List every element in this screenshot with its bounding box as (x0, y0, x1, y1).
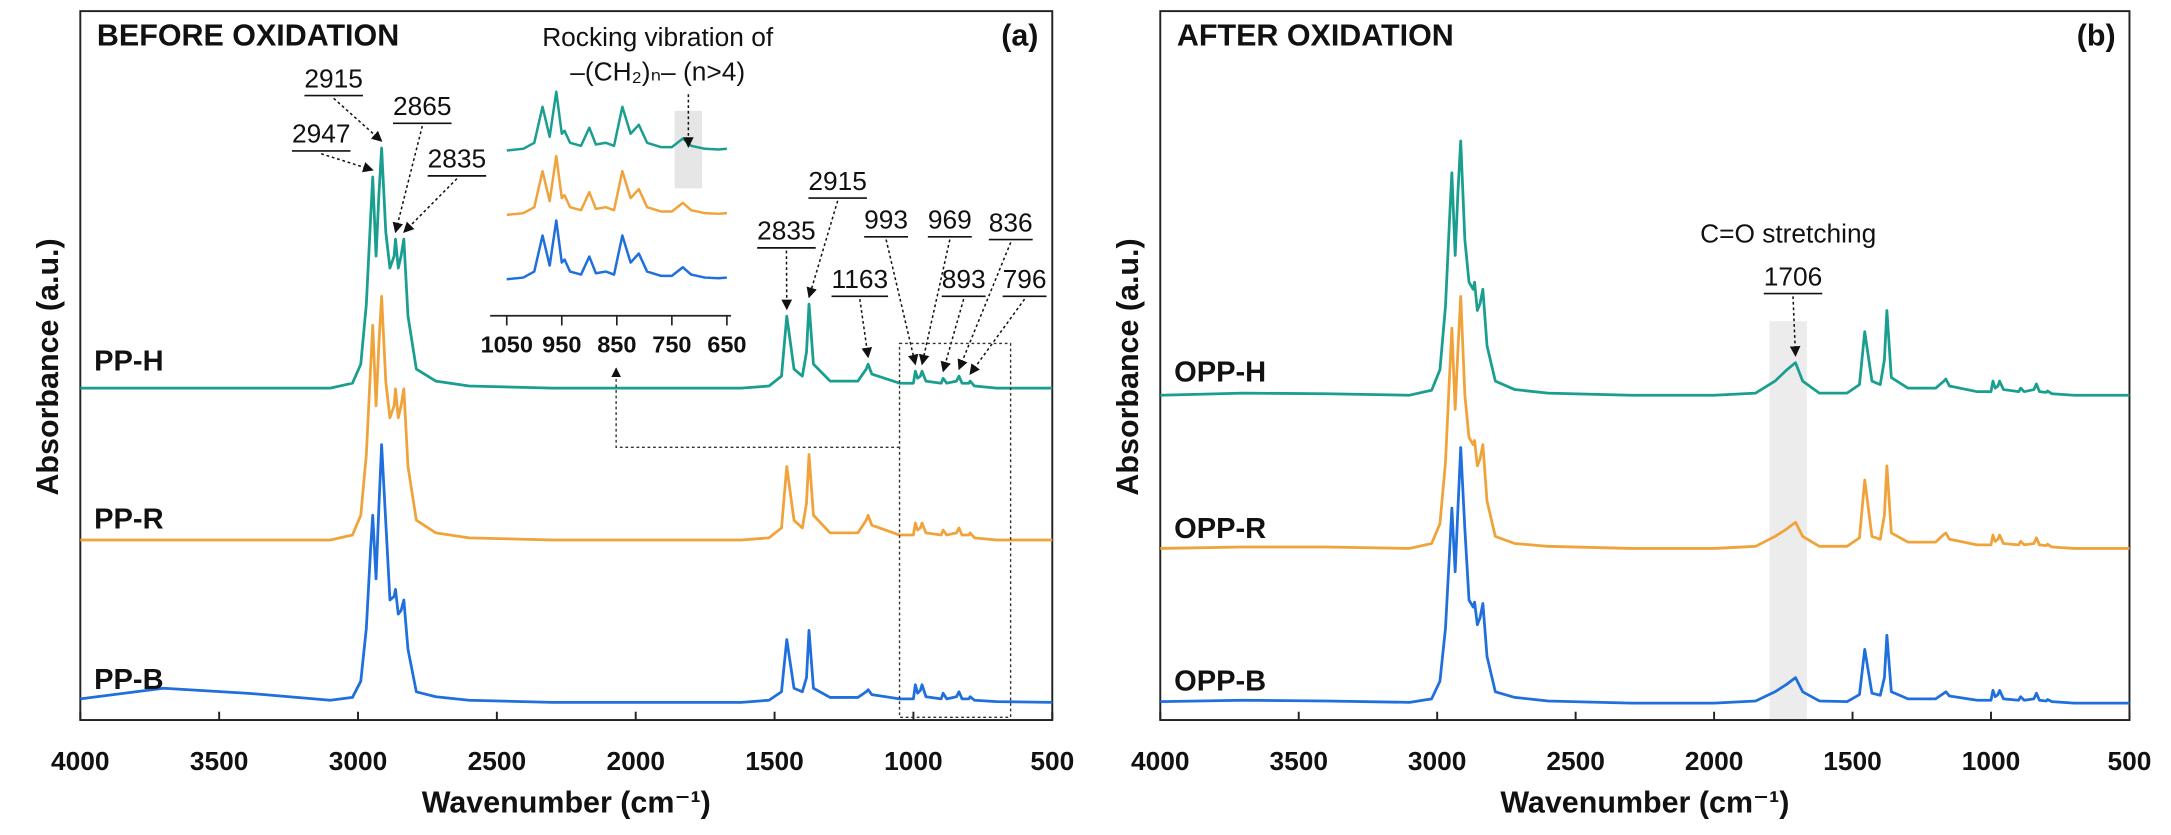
inset-tick-label: 1050 (481, 331, 533, 357)
series-label: PP-H (94, 345, 163, 377)
x-axis-label: Wavenumber (cm⁻¹) (1500, 786, 1789, 820)
spectrum-line (506, 154, 727, 217)
series-label: OPP-R (1174, 513, 1266, 545)
panel-title: AFTER OXIDATION (1177, 18, 1454, 52)
peak-label: 893 (942, 264, 986, 294)
peak-label: 993 (864, 205, 908, 235)
series-label: PP-B (94, 664, 163, 696)
peak-label: 2915 (304, 63, 363, 93)
peak-arrow (806, 200, 839, 299)
peak-label: 796 (1003, 264, 1047, 294)
x-tick-label: 2000 (606, 746, 665, 776)
x-tick-label: 1000 (1962, 746, 2021, 776)
spectrum-line (1160, 446, 2130, 705)
x-tick-label: 1500 (745, 746, 804, 776)
peak-label: 2947 (292, 119, 351, 149)
peak-arrow (403, 178, 458, 233)
panel-title: BEFORE OXIDATION (97, 18, 399, 52)
x-tick-label: 3000 (329, 746, 388, 776)
panel-label: (a) (1001, 18, 1038, 52)
peak-label: 2865 (393, 91, 452, 121)
peak-arrow (940, 298, 965, 373)
x-tick-label: 2500 (468, 746, 527, 776)
inset-tick-label: 750 (652, 331, 691, 357)
spectrum-line (506, 219, 727, 281)
panel-label: (b) (2077, 18, 2116, 52)
y-axis-label: Absorbance (a.u.) (31, 238, 65, 495)
x-tick-label: 2000 (1685, 746, 1744, 776)
x-tick-label: 1500 (1823, 746, 1882, 776)
x-tick-label: 4000 (51, 746, 110, 776)
peak-label: 1163 (832, 264, 889, 294)
plot-frame (79, 10, 1054, 721)
series-label: OPP-H (1174, 357, 1266, 389)
spectrum-line (80, 146, 1053, 390)
x-tick-label: 3500 (1269, 746, 1328, 776)
peak-label: 969 (928, 205, 972, 235)
series-label: PP-R (94, 503, 163, 535)
x-tick-label: 3000 (1408, 746, 1467, 776)
spectrum-line (80, 294, 1053, 542)
peak-arrow (885, 239, 919, 366)
x-tick-label: 500 (1030, 746, 1074, 776)
peak-label: 836 (989, 207, 1033, 237)
peak-arrow (918, 239, 951, 366)
x-axis-label: Wavenumber (cm⁻¹) (422, 786, 711, 820)
inset-tick-label: 950 (542, 331, 581, 357)
inset-tick-label: 850 (597, 331, 636, 357)
x-tick-label: 1000 (884, 746, 943, 776)
y-axis-label: Absorbance (a.u.) (1111, 238, 1145, 495)
spectrum-line (1160, 139, 2130, 397)
inset-title: –(CH₂)ₙ– (n>4) (570, 56, 745, 86)
peak-label: 1706 (1764, 261, 1823, 291)
x-tick-label: 2500 (1546, 746, 1605, 776)
x-tick-label: 3500 (190, 746, 249, 776)
zoom-box (898, 342, 1012, 718)
peak-arrow (957, 242, 1012, 371)
band-label: C=O stretching (1700, 218, 1876, 248)
inset-tick-label: 650 (707, 331, 746, 357)
peak-arrow (969, 298, 1026, 376)
peak-label: 2835 (757, 216, 816, 246)
spectrum-line (1160, 294, 2130, 550)
zoom-connector (611, 367, 900, 448)
x-tick-label: 500 (2108, 746, 2152, 776)
inset-title: Rocking vibration of (542, 22, 774, 52)
peak-arrow (392, 125, 424, 234)
x-tick-label: 4000 (1131, 746, 1190, 776)
peak-label: 2915 (808, 166, 867, 196)
peak-arrow (859, 299, 873, 359)
series-label: OPP-B (1174, 665, 1266, 697)
peak-arrow (1789, 296, 1801, 357)
peak-arrow (320, 153, 374, 173)
plot-frame (1159, 10, 2131, 721)
spectrum-line (506, 90, 727, 152)
shaded-band (1769, 321, 1807, 721)
peak-label: 2835 (428, 144, 487, 174)
spectrum-line (80, 443, 1053, 704)
